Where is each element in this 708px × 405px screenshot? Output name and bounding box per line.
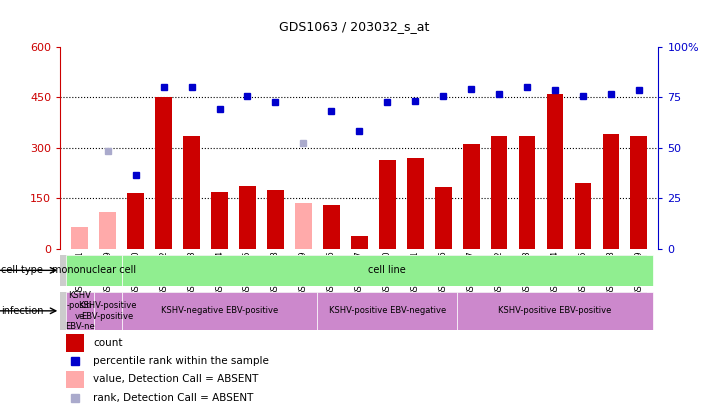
Text: infection: infection: [1, 306, 44, 316]
Bar: [603, 134, 620, 249]
Text: value, Detection Call = ABSENT: value, Detection Call = ABSENT: [93, 375, 258, 384]
Bar: [122, 255, 653, 286]
Bar: [66, 255, 122, 286]
Bar: [66, 292, 93, 330]
Bar: [547, 94, 564, 249]
Bar: [72, 227, 88, 249]
Text: cell line: cell line: [368, 265, 406, 275]
Text: cell type: cell type: [1, 265, 43, 275]
Text: KSHV-positive EBV-positive: KSHV-positive EBV-positive: [498, 306, 612, 315]
Bar: [631, 136, 647, 249]
Text: KSHV-negative EBV-positive: KSHV-negative EBV-positive: [161, 306, 278, 315]
Text: percentile rank within the sample: percentile rank within the sample: [93, 356, 269, 366]
Text: rank, Detection Call = ABSENT: rank, Detection Call = ABSENT: [93, 393, 253, 403]
Bar: [66, 334, 84, 352]
Bar: [463, 145, 479, 249]
Bar: [323, 205, 340, 249]
Bar: [127, 194, 144, 249]
Text: count: count: [93, 338, 122, 348]
Bar: [183, 136, 200, 249]
Text: mononuclear cell: mononuclear cell: [52, 265, 136, 275]
Text: KSHV-positive EBV-negative: KSHV-positive EBV-negative: [329, 306, 446, 315]
Bar: [407, 158, 423, 249]
Text: KSHV-positive
EBV-positive: KSHV-positive EBV-positive: [79, 301, 137, 320]
Bar: [351, 236, 367, 249]
Bar: [379, 160, 396, 249]
Bar: [491, 136, 508, 249]
Bar: [99, 212, 116, 249]
Bar: [239, 185, 256, 249]
Bar: [457, 292, 653, 330]
Bar: [66, 371, 84, 388]
Bar: [317, 292, 457, 330]
Bar: [575, 183, 591, 249]
Bar: [93, 292, 122, 330]
Bar: [155, 97, 172, 249]
Bar: [122, 292, 317, 330]
Text: GDS1063 / 203032_s_at: GDS1063 / 203032_s_at: [279, 20, 429, 33]
Bar: [295, 202, 312, 249]
Bar: [435, 187, 452, 249]
Text: KSHV
-positi
ve
EBV-ne: KSHV -positi ve EBV-ne: [65, 291, 95, 331]
Bar: [211, 192, 228, 249]
Bar: [519, 136, 535, 249]
Bar: [267, 190, 284, 249]
